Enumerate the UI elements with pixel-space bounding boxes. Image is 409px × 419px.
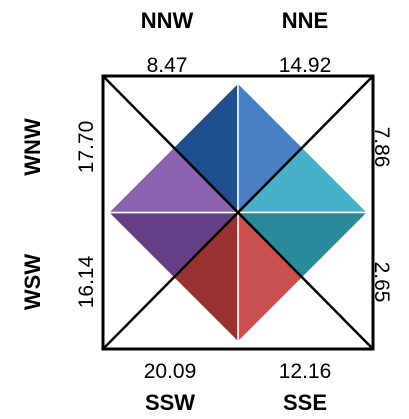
value-label-ssw: 20.09 [144,360,197,383]
value-label-nnw: 8.47 [147,54,188,77]
direction-label-ssw: SSW [145,390,195,415]
value-label-wsw: 16.14 [75,255,98,308]
direction-label-nnw: NNW [141,8,194,33]
direction-label-nne: NNE [282,8,328,33]
direction-label-wsw: WSW [20,254,45,310]
value-label-ese: 2.65 [370,262,393,303]
direction-label-sse: SSE [283,390,327,415]
value-label-sse: 12.16 [279,360,332,383]
direction-label-wnw: WNW [20,118,45,176]
value-label-nne: 14.92 [279,54,332,77]
value-label-wnw: 17.70 [75,121,98,174]
value-label-ene: 7.86 [370,127,393,168]
